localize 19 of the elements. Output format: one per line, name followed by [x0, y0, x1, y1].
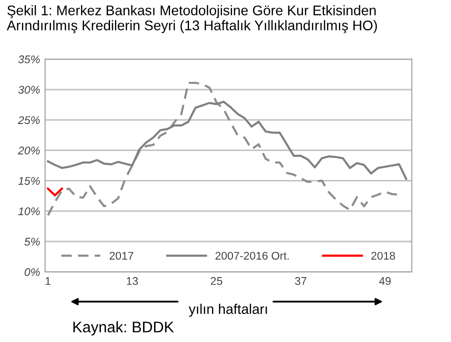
- x-tick-label: 1: [46, 277, 50, 285]
- y-tick-label: 15%: [18, 177, 40, 185]
- y-tick-label: 35%: [18, 55, 40, 64]
- y-tick-label: 20%: [18, 146, 40, 154]
- y-tick-label: 0%: [24, 268, 40, 276]
- y-tick-label: 30%: [18, 86, 40, 94]
- x-tick-label: 49: [379, 277, 391, 285]
- x-tick-label: 13: [126, 277, 138, 285]
- text: Kaynak: BDDK: [73, 321, 174, 336]
- legend-label: 2007-2016 Ort.: [216, 252, 289, 260]
- y-tick-label: 5%: [24, 238, 40, 246]
- y-tick-label: 25%: [18, 116, 40, 124]
- y-tick-label: 10%: [18, 207, 40, 216]
- x-tick-label: 37: [295, 277, 306, 285]
- legend-label: 2018: [371, 252, 396, 260]
- x-tick-label: 25: [210, 277, 222, 285]
- legend-label: 2017: [110, 252, 134, 260]
- x-axis-title: yılın haftaları: [188, 304, 267, 317]
- chart-title: Şekil 1: Merkez Bankası Metodolojisine Göre Kur Etkisinden Arındırılmış Kredilerin Seyri (13 Haftalık Yıllıklandırılmış HO): [6, 5, 377, 34]
